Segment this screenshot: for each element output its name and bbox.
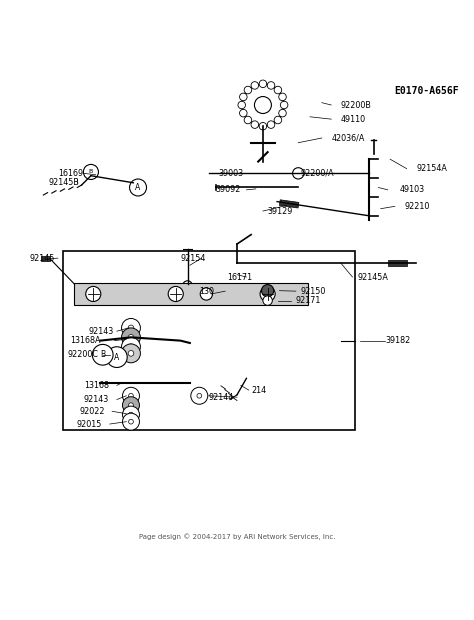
Circle shape <box>251 121 259 128</box>
Circle shape <box>121 328 140 347</box>
Circle shape <box>267 82 275 89</box>
Circle shape <box>244 86 252 94</box>
Text: 42036/A: 42036/A <box>331 133 365 143</box>
Text: 92145: 92145 <box>30 254 55 263</box>
Text: B: B <box>89 169 93 174</box>
Circle shape <box>251 82 259 89</box>
Text: 92145A: 92145A <box>357 273 388 281</box>
Circle shape <box>239 109 247 117</box>
Text: 130: 130 <box>199 286 214 296</box>
Text: 92210: 92210 <box>404 202 429 211</box>
Text: 49110: 49110 <box>341 115 366 123</box>
Text: E0170-A656F: E0170-A656F <box>394 86 458 96</box>
Text: 92154A: 92154A <box>416 164 447 173</box>
Circle shape <box>86 286 101 301</box>
Text: 16169: 16169 <box>58 169 83 178</box>
Circle shape <box>238 101 246 108</box>
Text: A: A <box>136 183 141 192</box>
Circle shape <box>128 403 133 407</box>
Circle shape <box>183 281 192 290</box>
Circle shape <box>122 413 139 430</box>
Circle shape <box>128 412 133 417</box>
Text: 92143: 92143 <box>89 327 114 335</box>
Text: 92144: 92144 <box>209 392 234 402</box>
Text: 92200/A: 92200/A <box>301 169 334 178</box>
Circle shape <box>128 350 134 356</box>
Text: 13168: 13168 <box>84 381 109 390</box>
Circle shape <box>122 388 139 404</box>
Text: 39129: 39129 <box>268 206 293 216</box>
Circle shape <box>197 394 201 398</box>
Circle shape <box>128 419 133 424</box>
Text: 92150: 92150 <box>301 286 326 296</box>
Bar <box>279 200 299 208</box>
Circle shape <box>280 101 288 108</box>
Circle shape <box>191 388 208 404</box>
Circle shape <box>259 80 267 87</box>
Circle shape <box>239 93 247 100</box>
Text: Page design © 2004-2017 by ARI Network Services, Inc.: Page design © 2004-2017 by ARI Network S… <box>139 533 335 540</box>
Text: 92022: 92022 <box>79 407 105 416</box>
Circle shape <box>279 109 286 117</box>
Text: 39092: 39092 <box>216 185 241 194</box>
Text: 16171: 16171 <box>228 273 253 281</box>
Circle shape <box>267 121 275 128</box>
Circle shape <box>128 394 133 398</box>
Circle shape <box>274 116 282 124</box>
Circle shape <box>122 406 139 423</box>
Bar <box>388 260 407 266</box>
Text: A: A <box>114 353 119 361</box>
FancyBboxPatch shape <box>63 251 355 430</box>
Circle shape <box>263 296 273 305</box>
Bar <box>41 256 50 262</box>
Text: 49103: 49103 <box>400 185 425 194</box>
Bar <box>74 283 308 305</box>
Circle shape <box>262 285 274 297</box>
Text: 92015: 92015 <box>77 420 102 428</box>
Circle shape <box>200 288 212 300</box>
Circle shape <box>121 319 140 337</box>
Circle shape <box>128 344 134 350</box>
Circle shape <box>92 344 113 365</box>
Text: B: B <box>100 350 105 359</box>
Text: 92145B: 92145B <box>48 179 79 187</box>
Circle shape <box>121 337 140 356</box>
Circle shape <box>259 123 267 130</box>
Text: 92200C: 92200C <box>67 350 99 359</box>
Circle shape <box>260 286 275 301</box>
Text: 92154: 92154 <box>181 254 206 263</box>
Circle shape <box>128 335 134 340</box>
Circle shape <box>274 86 282 94</box>
Circle shape <box>168 286 183 301</box>
Circle shape <box>121 344 140 363</box>
Text: 92171: 92171 <box>296 296 321 305</box>
Circle shape <box>279 93 286 100</box>
Circle shape <box>122 397 139 414</box>
Circle shape <box>128 325 134 330</box>
Text: 92143: 92143 <box>84 395 109 404</box>
Text: 13168A: 13168A <box>70 336 100 345</box>
Circle shape <box>244 116 252 124</box>
Circle shape <box>107 347 127 368</box>
Text: 92200B: 92200B <box>341 100 372 110</box>
Text: 39182: 39182 <box>385 336 410 345</box>
Text: 214: 214 <box>251 386 266 394</box>
Text: 39003: 39003 <box>218 169 243 178</box>
